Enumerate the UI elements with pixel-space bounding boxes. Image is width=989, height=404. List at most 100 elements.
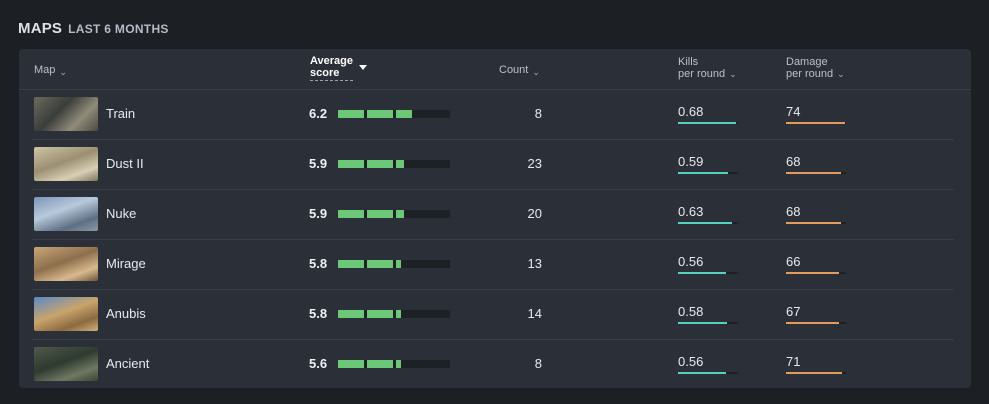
score-bar-segment <box>338 160 364 168</box>
column-label-average-score: Average score <box>310 55 354 81</box>
damage-per-round-bar <box>786 372 846 374</box>
score-bar-segment <box>367 210 393 218</box>
kills-per-round-bar-fill <box>678 272 726 274</box>
sort-descending-icon <box>359 65 368 70</box>
column-label-average-score-line2: score <box>310 67 340 79</box>
average-score-value: 5.9 <box>309 206 328 221</box>
map-name[interactable]: Mirage <box>106 256 146 271</box>
damage-per-round-bar-fill <box>786 122 845 124</box>
kills-per-round-bar <box>678 272 738 274</box>
maps-table: Map ⌄ Average score Count ⌄ Kills per ro… <box>19 49 971 388</box>
score-bar-segment <box>367 110 393 118</box>
damage-per-round-bar <box>786 122 846 124</box>
count-value: 23 <box>527 156 542 171</box>
column-label-damage-per-round: Damage per round <box>786 56 833 80</box>
kills-per-round-bar <box>678 172 738 174</box>
average-score-bar <box>338 310 450 318</box>
damage-per-round-bar <box>786 322 846 324</box>
map-thumbnail <box>34 97 98 131</box>
damage-per-round-value: 68 <box>786 204 801 219</box>
average-score-bar <box>338 160 450 168</box>
kills-per-round-bar-fill <box>678 372 726 374</box>
damage-per-round-bar-fill <box>786 322 839 324</box>
column-header-kills-per-round[interactable]: Kills per round ⌄ <box>678 56 737 80</box>
score-bar-segment <box>338 210 364 218</box>
kills-per-round-bar <box>678 372 738 374</box>
map-name[interactable]: Nuke <box>106 206 137 221</box>
column-label-count: Count <box>499 64 529 76</box>
column-label-map: Map <box>34 64 56 76</box>
count-value: 8 <box>534 106 542 121</box>
average-score-bar <box>338 210 450 218</box>
chevron-down-icon: ⌄ <box>729 69 737 79</box>
kills-per-round-bar <box>678 322 738 324</box>
damage-per-round-bar <box>786 222 846 224</box>
score-bar-segment <box>338 110 364 118</box>
damage-per-round-value: 74 <box>786 104 801 119</box>
count-value: 13 <box>527 256 542 271</box>
table-row[interactable]: Anubis 5.8 14 0.58 67 <box>32 289 954 340</box>
score-bar-segment <box>396 260 401 268</box>
score-bar-segment <box>367 310 393 318</box>
score-bar-segment <box>338 260 364 268</box>
damage-per-round-bar-fill <box>786 222 841 224</box>
column-label-damage-line1: Damage <box>786 56 828 68</box>
table-row[interactable]: Ancient 5.6 8 0.56 71 <box>32 339 954 389</box>
average-score-value: 6.2 <box>309 106 328 121</box>
map-thumbnail <box>34 347 98 381</box>
damage-per-round-value: 67 <box>786 304 801 319</box>
column-label-kills-line1: Kills <box>678 56 699 68</box>
column-label-kills-per-round: Kills per round <box>678 56 725 80</box>
map-thumbnail <box>34 297 98 331</box>
section-subtitle: LAST 6 MONTHS <box>68 22 169 36</box>
score-bar-segment <box>367 160 393 168</box>
damage-per-round-value: 66 <box>786 254 801 269</box>
table-row[interactable]: Train 6.2 8 0.68 74 <box>32 89 954 140</box>
score-bar-segment <box>396 110 412 118</box>
score-bar-segment <box>338 310 364 318</box>
table-row[interactable]: Mirage 5.8 13 0.56 66 <box>32 239 954 290</box>
damage-per-round-bar <box>786 172 846 174</box>
kills-per-round-value: 0.68 <box>678 104 704 119</box>
map-name[interactable]: Dust II <box>106 156 144 171</box>
kills-per-round-bar <box>678 122 738 124</box>
chevron-down-icon: ⌄ <box>59 67 67 77</box>
table-row[interactable]: Nuke 5.9 20 0.63 68 <box>32 189 954 240</box>
table-header: Map ⌄ Average score Count ⌄ Kills per ro… <box>19 49 971 90</box>
damage-per-round-value: 71 <box>786 354 801 369</box>
kills-per-round-bar-fill <box>678 122 736 124</box>
table-row[interactable]: Dust II 5.9 23 0.59 68 <box>32 139 954 190</box>
chevron-down-icon: ⌄ <box>532 67 540 77</box>
column-header-average-score[interactable]: Average score <box>310 55 368 81</box>
average-score-value: 5.8 <box>309 256 328 271</box>
map-name[interactable]: Anubis <box>106 306 146 321</box>
kills-per-round-bar-fill <box>678 172 728 174</box>
column-header-count[interactable]: Count ⌄ <box>499 64 540 78</box>
count-value: 20 <box>527 206 542 221</box>
map-thumbnail <box>34 247 98 281</box>
kills-per-round-value: 0.56 <box>678 254 704 269</box>
map-name[interactable]: Ancient <box>106 356 150 371</box>
damage-per-round-value: 68 <box>786 154 801 169</box>
score-bar-segment <box>396 310 401 318</box>
column-label-damage-line2: per round <box>786 68 834 80</box>
count-value: 14 <box>527 306 542 321</box>
average-score-value: 5.8 <box>309 306 328 321</box>
map-name[interactable]: Train <box>106 106 136 121</box>
column-header-map[interactable]: Map ⌄ <box>34 64 67 78</box>
average-score-value: 5.9 <box>309 156 328 171</box>
kills-per-round-value: 0.56 <box>678 354 704 369</box>
average-score-bar <box>338 360 450 368</box>
column-header-damage-per-round[interactable]: Damage per round ⌄ <box>786 56 845 80</box>
count-value: 8 <box>534 356 542 371</box>
map-thumbnail <box>34 197 98 231</box>
average-score-bar <box>338 110 450 118</box>
kills-per-round-bar <box>678 222 738 224</box>
chevron-down-icon: ⌄ <box>837 69 845 79</box>
column-label-kills-line2: per round <box>678 68 726 80</box>
score-bar-segment <box>367 260 393 268</box>
column-label-average-score-line1: Average <box>310 55 354 67</box>
damage-per-round-bar-fill <box>786 372 842 374</box>
kills-per-round-value: 0.63 <box>678 204 704 219</box>
section-title: MAPS <box>18 20 63 37</box>
